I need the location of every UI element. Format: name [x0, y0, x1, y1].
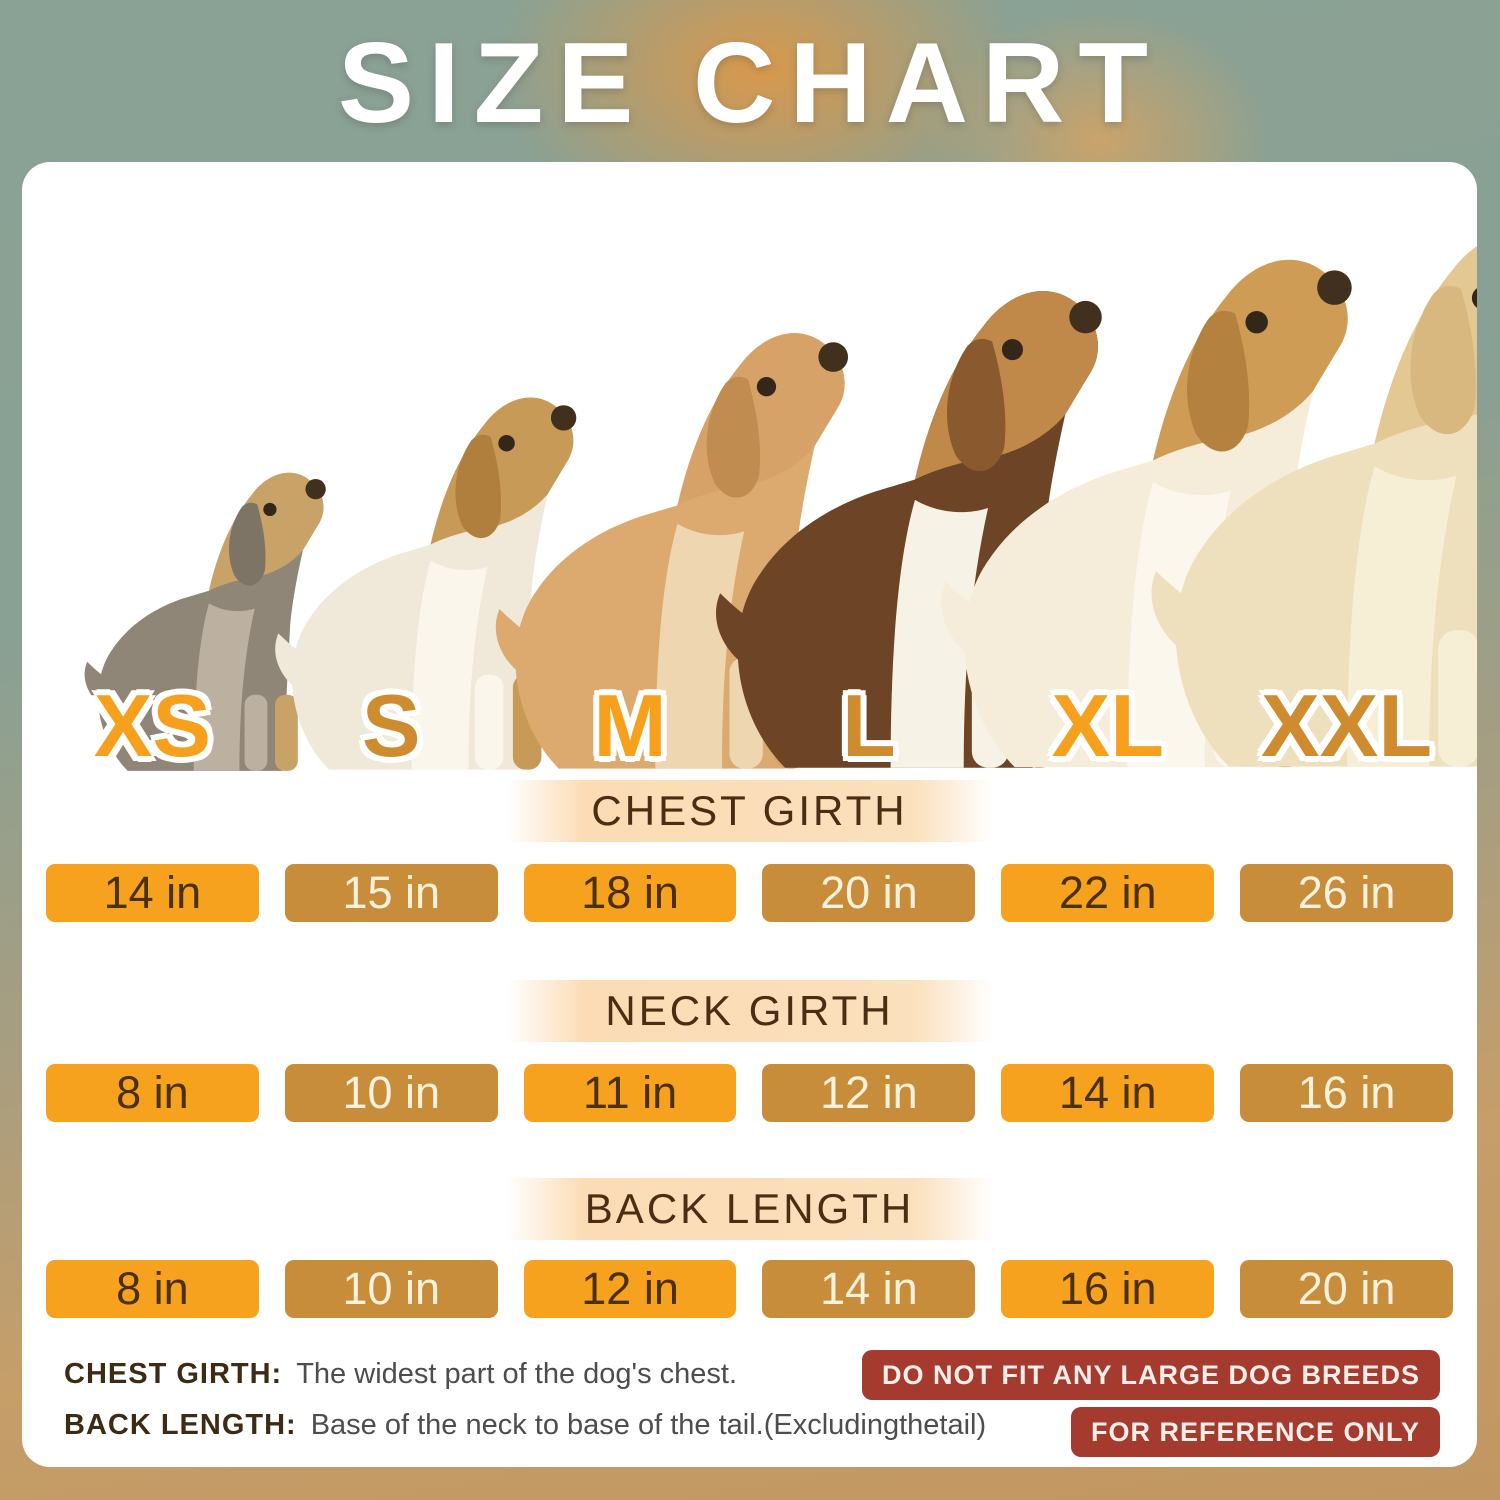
warning-badges: DO NOT FIT ANY LARGE DOG BREEDS FOR REFE…	[861, 1350, 1440, 1457]
neck-girth-value-8-in: 8 in	[46, 1064, 259, 1122]
back-length-value-8-in: 8 in	[46, 1260, 259, 1318]
size-label-l: L	[842, 676, 896, 775]
section-header-neck-girth: NECK GIRTH	[506, 980, 993, 1042]
back-length-value-16-in: 16 in	[1001, 1260, 1215, 1318]
back-length-values-row: 8 in 10 in 12 in 14 in 16 in 20 in	[46, 1260, 1453, 1318]
chest-girth-value-22-in: 22 in	[1001, 864, 1215, 922]
dog-lineup-photo	[22, 162, 1477, 776]
page-title: SIZE CHART	[338, 20, 1162, 147]
chest-girth-value-20-in: 20 in	[762, 864, 976, 922]
warning-badge-reference-only: FOR REFERENCE ONLY	[1070, 1407, 1440, 1457]
chest-girth-value-14-in: 14 in	[46, 864, 259, 922]
section-header-label: BACK LENGTH	[584, 1185, 915, 1232]
warning-badge-no-large-breeds: DO NOT FIT ANY LARGE DOG BREEDS	[861, 1350, 1440, 1400]
back-length-value-14-in: 14 in	[762, 1260, 976, 1318]
size-label-xl: XL	[1051, 676, 1164, 775]
note-label: BACK LENGTH:	[64, 1409, 297, 1441]
note-chest-girth: CHEST GIRTH: The widest part of the dog'…	[64, 1358, 944, 1391]
note-text: Base of the neck to base of the tail.(Ex…	[310, 1409, 987, 1441]
section-header-label: NECK GIRTH	[605, 987, 894, 1034]
section-header-chest-girth: CHEST GIRTH	[506, 780, 993, 842]
chest-girth-values-row: 14 in 15 in 18 in 20 in 22 in 26 in	[46, 864, 1453, 922]
size-label-xs: XS	[93, 676, 212, 775]
note-label: CHEST GIRTH:	[64, 1358, 283, 1390]
size-label-s: S	[361, 676, 421, 775]
size-label-m: M	[593, 676, 667, 775]
size-chart-card: XS S M L XL XXL CHEST GIRTH 14 in 15 in 18 in 20…	[22, 162, 1477, 1467]
neck-girth-value-11-in: 11 in	[523, 1064, 737, 1122]
note-text: The widest part of the dog's chest.	[296, 1358, 737, 1390]
back-length-value-12-in: 12 in	[523, 1260, 737, 1318]
chest-girth-value-26-in: 26 in	[1240, 864, 1453, 922]
chest-girth-value-15-in: 15 in	[284, 864, 498, 922]
note-back-length: BACK LENGTH: Base of the neck to base of…	[64, 1409, 986, 1442]
chest-girth-value-18-in: 18 in	[523, 864, 737, 922]
measurement-notes: CHEST GIRTH: The widest part of the dog'…	[64, 1358, 986, 1442]
section-header-label: CHEST GIRTH	[591, 787, 908, 834]
section-header-back-length: BACK LENGTH	[506, 1178, 993, 1240]
size-label-xxl: XXL	[1260, 676, 1433, 775]
neck-girth-value-14-in: 14 in	[1001, 1064, 1215, 1122]
neck-girth-values-row: 8 in 10 in 11 in 12 in 14 in 16 in	[46, 1064, 1453, 1122]
neck-girth-value-12-in: 12 in	[762, 1064, 976, 1122]
neck-girth-value-10-in: 10 in	[284, 1064, 498, 1122]
size-labels-row: XS S M L XL XXL	[46, 682, 1453, 770]
back-length-value-10-in: 10 in	[284, 1260, 498, 1318]
neck-girth-value-16-in: 16 in	[1240, 1064, 1453, 1122]
back-length-value-20-in: 20 in	[1240, 1260, 1453, 1318]
